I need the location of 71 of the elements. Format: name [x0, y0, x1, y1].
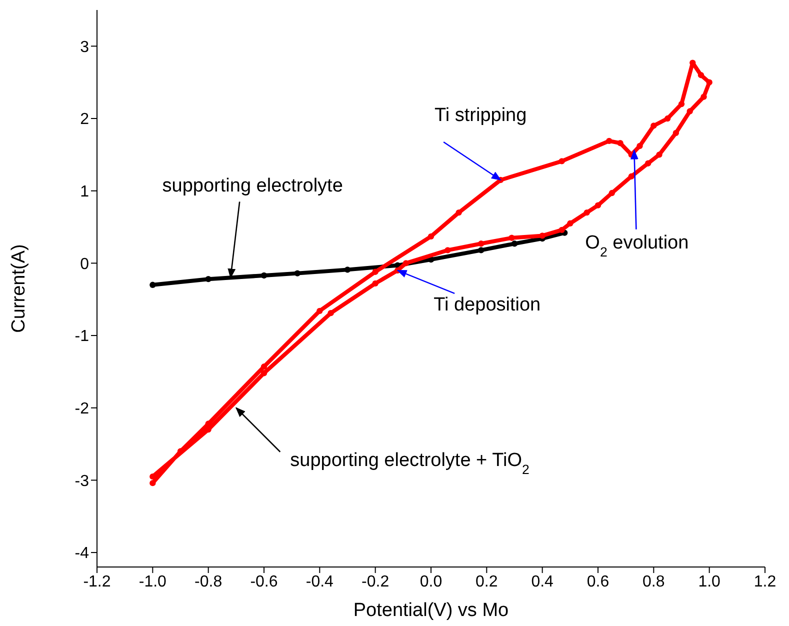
y-axis-title: Current(A) — [8, 244, 30, 333]
x-tick-label: 1.2 — [754, 573, 776, 590]
point — [150, 480, 156, 486]
point — [617, 140, 624, 146]
point — [294, 270, 300, 276]
point — [508, 234, 515, 241]
point — [456, 209, 462, 216]
point — [260, 272, 268, 279]
y-tick-label: -1 — [74, 328, 90, 346]
annotation: O$_{2}$ evolution — [585, 232, 689, 259]
point — [686, 108, 693, 114]
point — [402, 260, 410, 266]
point — [344, 266, 351, 273]
point — [428, 233, 434, 240]
point — [150, 282, 156, 288]
x-tick-label: -1.2 — [83, 573, 111, 590]
point — [260, 364, 268, 370]
point — [664, 115, 671, 122]
point — [606, 138, 612, 144]
y-tick-label: 0 — [80, 256, 90, 273]
x-tick-label: 0.6 — [586, 573, 610, 590]
point — [672, 130, 680, 136]
annotation: Ti deposition — [434, 294, 541, 316]
x-tick-label: -0.8 — [194, 573, 222, 590]
point — [628, 173, 634, 180]
point — [645, 160, 652, 166]
point — [698, 72, 704, 78]
point — [478, 240, 484, 247]
x-tick-label: -0.2 — [362, 573, 390, 590]
point — [558, 158, 565, 164]
point — [650, 122, 657, 129]
point — [539, 232, 546, 239]
y-tick-label: 2 — [80, 111, 90, 128]
point — [700, 94, 707, 100]
x-tick-label: 1.0 — [698, 573, 721, 590]
point — [636, 142, 643, 150]
x-tick-label: 0.2 — [476, 573, 498, 590]
point — [678, 100, 685, 108]
x-tick-label: 0.4 — [531, 573, 554, 590]
x-axis-title: Potential(V) vs Mo — [353, 600, 509, 621]
point — [558, 226, 565, 233]
point — [328, 310, 334, 316]
x-tick-label: 0.0 — [420, 573, 442, 590]
point — [150, 473, 156, 480]
point — [205, 276, 212, 282]
point — [372, 280, 378, 287]
point — [656, 152, 662, 158]
point — [316, 308, 323, 314]
point — [205, 420, 212, 427]
annotation: supporting electrolyte — [162, 176, 343, 197]
x-tick-label: -1.0 — [138, 573, 167, 590]
x-tick-label: 0.8 — [642, 573, 665, 590]
y-tick-label: -2 — [74, 400, 90, 418]
annotation: supporting electrolyte + TiO$_{2}$ — [290, 450, 530, 476]
y-tick-label: 1 — [80, 184, 90, 201]
annotation: Ti stripping — [434, 104, 527, 126]
point — [511, 240, 518, 247]
point — [608, 190, 616, 196]
x-tick-label: -0.4 — [306, 573, 334, 590]
y-tick-label: 3 — [80, 38, 90, 56]
point — [372, 268, 378, 275]
x-tick-label: -0.6 — [250, 573, 278, 590]
point — [260, 370, 268, 376]
point — [478, 247, 484, 254]
point — [584, 209, 590, 216]
point — [594, 202, 602, 208]
y-tick-label: -3 — [74, 472, 90, 490]
point — [567, 220, 574, 226]
point — [706, 79, 712, 86]
y-tick-label: -4 — [74, 545, 90, 562]
point — [444, 247, 451, 254]
